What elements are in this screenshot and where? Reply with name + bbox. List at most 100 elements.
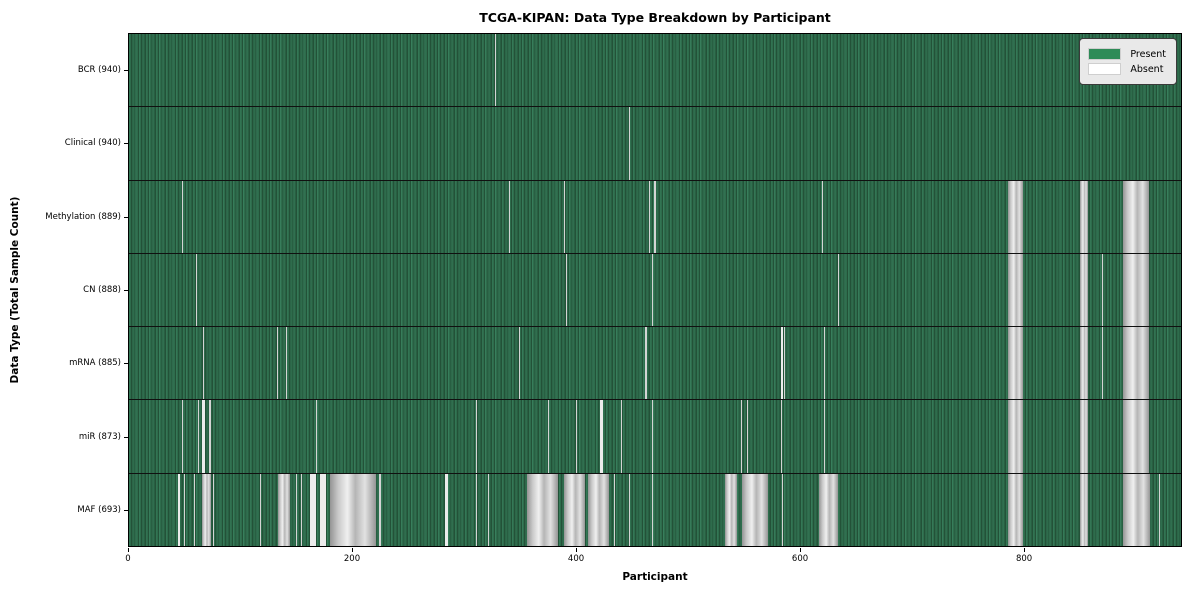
absent-stripe [1122, 400, 1149, 473]
absent-stripe [652, 473, 654, 546]
absent-stripe [599, 400, 603, 473]
absent-stripe [277, 473, 290, 546]
heatmap-plot-area [128, 33, 1182, 547]
absent-stripe [1158, 473, 1160, 546]
absent-stripe [320, 473, 326, 546]
y-tick-label: Methylation (889) [45, 211, 121, 222]
absent-stripe [1080, 253, 1089, 327]
absent-stripe [1122, 473, 1150, 546]
absent-stripe [652, 253, 654, 327]
heatmap-row-cn [129, 253, 1181, 328]
heatmap-row-methylation [129, 180, 1181, 254]
heatmap-row-mrna [129, 327, 1181, 401]
absent-stripe [741, 473, 769, 546]
absent-stripe [740, 400, 742, 473]
absent-stripe [1122, 180, 1149, 253]
absent-stripe [201, 400, 205, 473]
absent-stripe [193, 473, 195, 546]
legend-swatch-absent [1088, 63, 1122, 75]
y-tick-label: CN (888) [83, 285, 121, 295]
absent-stripe [576, 400, 578, 473]
absent-stripe [196, 253, 198, 327]
y-tick-mark [124, 510, 128, 512]
absent-stripe [781, 473, 783, 546]
y-tick-label: BCR (940) [77, 64, 121, 75]
absent-stripe [202, 327, 204, 400]
absent-stripe [628, 473, 630, 546]
absent-stripe [330, 473, 377, 546]
absent-stripe [780, 400, 782, 473]
absent-stripe [652, 400, 654, 473]
absent-stripe [566, 253, 568, 327]
absent-stripe [563, 473, 586, 546]
y-tick-mark [124, 216, 128, 218]
legend: Present Absent [1079, 38, 1177, 85]
absent-stripe [1101, 253, 1103, 327]
absent-stripe [747, 400, 749, 473]
absent-stripe [1007, 180, 1024, 253]
absent-stripe [1007, 253, 1024, 327]
absent-stripe [1080, 400, 1089, 473]
x-tick-mark [128, 548, 129, 552]
y-tick-labels: BCR (940) Clinical (940) Methylation (889)… [0, 33, 121, 547]
legend-swatch-present [1088, 48, 1122, 60]
y-tick-mark [124, 290, 128, 291]
absent-stripe [212, 473, 214, 546]
x-tick-label: 600 [791, 554, 809, 564]
y-tick-mark [124, 143, 128, 145]
absent-stripe [654, 180, 656, 253]
absent-stripe [548, 400, 550, 473]
x-tick-label: 400 [567, 554, 585, 564]
legend-label: Absent [1130, 63, 1164, 75]
absent-stripe [494, 34, 496, 107]
absent-stripe [824, 327, 826, 400]
absent-stripe [780, 327, 783, 400]
x-axis-title: Participant [622, 571, 688, 583]
absent-stripe [784, 327, 786, 400]
absent-stripe [824, 400, 826, 473]
x-tick-labels: 0 200 400 600 800 [125, 554, 1182, 566]
y-tick-mark [124, 363, 128, 365]
y-tick-label: mRNA (885) [69, 358, 121, 369]
chart-title: TCGA-KIPAN: Data Type Breakdown by Parti… [479, 10, 831, 25]
absent-stripe [1080, 180, 1089, 253]
y-tick-label: miR (873) [78, 431, 121, 442]
absent-stripe [837, 253, 839, 327]
absent-stripe [209, 400, 211, 473]
absent-stripe [315, 400, 317, 473]
x-tick-mark [800, 548, 802, 552]
legend-label: Present [1130, 48, 1166, 60]
absent-stripe [475, 473, 477, 546]
legend-entry-absent: Absent [1088, 63, 1166, 75]
absent-stripe [301, 473, 303, 546]
absent-stripe [822, 180, 824, 253]
absent-stripe [614, 473, 616, 546]
absent-stripe [475, 400, 477, 473]
absent-stripe [509, 180, 511, 253]
legend-entry-present: Present [1088, 48, 1166, 60]
heatmap-row-bcr [129, 34, 1181, 108]
x-tick-mark [352, 548, 354, 552]
absent-stripe [1080, 473, 1089, 546]
absent-stripe [1122, 253, 1149, 327]
absent-stripe [1007, 400, 1024, 473]
y-tick-mark [124, 436, 128, 438]
heatmap-row-mir [129, 400, 1181, 474]
absent-stripe [181, 180, 183, 253]
absent-stripe [285, 327, 287, 400]
absent-stripe [526, 473, 559, 546]
absent-stripe [628, 107, 630, 180]
absent-stripe [648, 180, 650, 253]
absent-stripe [620, 400, 622, 473]
absent-stripe [1007, 327, 1024, 400]
absent-stripe [295, 473, 297, 546]
x-tick-marks [128, 548, 1182, 552]
absent-stripe [181, 400, 183, 473]
absent-stripe [519, 327, 521, 400]
absent-stripe [818, 473, 838, 546]
absent-stripe [645, 327, 647, 400]
absent-stripe [487, 473, 489, 546]
x-tick-mark [576, 548, 578, 552]
absent-stripe [445, 473, 448, 546]
